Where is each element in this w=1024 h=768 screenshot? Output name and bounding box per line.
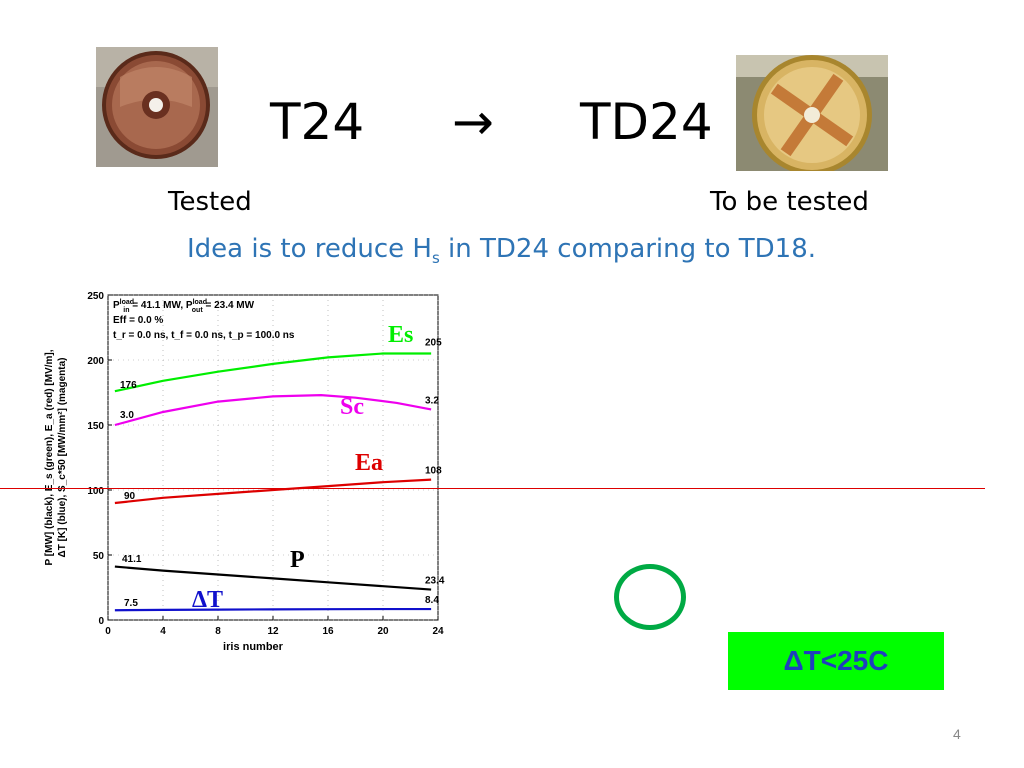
slide-number: 4 (953, 726, 961, 742)
parameters-block: Pload in = 41.1 MW, Pload out = 23.4 MWEff… (113, 299, 295, 341)
y-axis-label-line2: ΔT [K] (blue), S_c*50 [MW/mm²] (magenta) (57, 358, 68, 558)
series-line-P (114, 565, 432, 591)
start-value-label: 176 (120, 380, 137, 391)
y-tick-label: 200 (87, 356, 104, 367)
subtitle-part-2: in TD24 comparing to TD18. (439, 234, 817, 264)
params-line1-part: load (120, 299, 134, 306)
y-axis-label-line1: P [MW] (black), E_s (green), E_a (red) [… (44, 349, 55, 565)
start-value-label: 90 (124, 491, 136, 502)
series-line-ΔT (114, 607, 432, 612)
highlight-circle (614, 564, 686, 630)
delta-t-badge: ΔT<25C (728, 632, 944, 690)
x-tick-label: 0 (105, 626, 111, 637)
params-line1-part: P (113, 300, 120, 311)
series-name-label: P (290, 547, 305, 573)
reference-line (0, 488, 985, 489)
x-tick-label: 20 (377, 626, 389, 637)
end-value-label: 108 (425, 466, 442, 477)
start-value-label: 41.1 (122, 554, 142, 565)
params-line1-part: = 41.1 MW, P (129, 300, 192, 311)
x-tick-label: 12 (267, 626, 279, 637)
y-tick-label: 50 (93, 551, 105, 562)
subtitle: Idea is to reduce Hs in TD24 comparing t… (187, 234, 816, 267)
params-line2: Eff = 0.0 % (113, 315, 163, 326)
params-line1-part: out (192, 307, 204, 314)
chart-t24: 0 4 8 12 16 20 24 0 50 100 150 200 250 iris number P [… (44, 291, 445, 653)
end-value-label: 23.4 (425, 576, 445, 587)
series-name-label: Sc (340, 394, 364, 420)
start-value-label: 3.0 (120, 410, 134, 421)
start-value-label: 7.5 (124, 598, 138, 609)
subtitle-sub: s (431, 249, 440, 268)
params-line3: t_r = 0.0 ns, t_f = 0.0 ns, t_p = 100.0 … (113, 330, 295, 341)
params-line1-part: load (193, 299, 207, 306)
series-line-Ea (114, 478, 432, 505)
t24-disk-photo (96, 47, 218, 167)
end-value-label: 205 (425, 338, 442, 349)
series-line-Es (114, 352, 432, 393)
x-tick-label: 8 (215, 626, 221, 637)
x-axis-label: iris number (223, 641, 284, 653)
series-name-label: Es (388, 322, 413, 348)
series-name-label: Ea (355, 450, 383, 476)
end-value-label: 8.4 (425, 595, 439, 606)
x-tick-label: 24 (432, 626, 444, 637)
params-line1: Pload in = 41.1 MW, Pload out = 23.4 MW (113, 299, 255, 314)
right-arrow-icon: → (452, 93, 494, 151)
x-tick-label: 4 (160, 626, 166, 637)
y-tick-label: 0 (98, 616, 104, 627)
series-name-label: ΔT (192, 587, 223, 613)
series-line-Sc (114, 393, 432, 427)
y-tick-label: 250 (87, 291, 104, 302)
title-t24: T24 (270, 93, 365, 151)
td24-disk-photo (736, 55, 888, 171)
params-line1-part: = 23.4 MW (203, 300, 255, 311)
subtitle-part-1: Idea is to reduce H (187, 234, 432, 264)
caption-tested: Tested (168, 187, 252, 217)
caption-to-be-tested: To be tested (710, 187, 869, 217)
params-line1-part: in (123, 307, 129, 314)
y-tick-label: 150 (87, 421, 104, 432)
y-tick-label: 100 (87, 486, 104, 497)
title-td24: TD24 (580, 93, 713, 151)
x-tick-label: 16 (322, 626, 334, 637)
end-value-label: 3.2 (425, 395, 439, 406)
